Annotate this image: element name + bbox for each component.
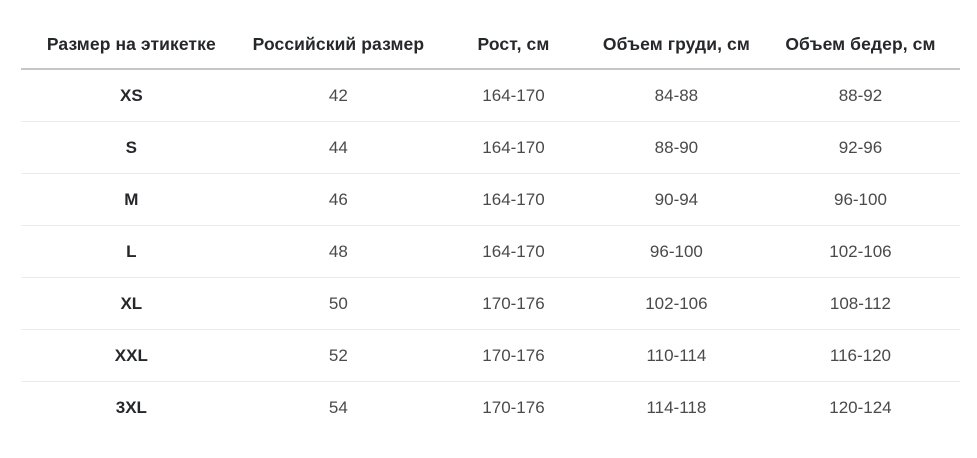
- table-row: 3XL 54 170-176 114-118 120-124: [21, 382, 960, 434]
- russian-size-cell: 50: [241, 277, 436, 330]
- table-row: XXL 52 170-176 110-114 116-120: [21, 329, 960, 382]
- hips-cell: 92-96: [760, 121, 960, 174]
- column-header-height: Рост, см: [435, 20, 592, 70]
- column-header-chest: Объем груди, см: [591, 20, 761, 70]
- column-header-russian-size: Российский размер: [241, 20, 436, 70]
- chest-cell: 114-118: [646, 397, 707, 417]
- size-label-cell: L: [21, 225, 242, 278]
- column-header-size-label: Размер на этикетке: [21, 20, 242, 70]
- russian-size-cell: 48: [241, 225, 436, 278]
- chest-cell: 110-114: [591, 329, 761, 382]
- height-cell: 164-170: [435, 225, 592, 278]
- hips-cell: 88-92: [760, 69, 960, 122]
- chest-cell: 102-106: [591, 277, 761, 330]
- chest-cell: 84-88: [591, 69, 761, 122]
- size-label-cell: XXL: [21, 329, 242, 382]
- size-chart-table: Размер на этикетке Российский размер Рос…: [21, 20, 960, 433]
- size-label-cell: M: [21, 173, 242, 226]
- hips-cell: 96-100: [760, 173, 960, 226]
- table-body: XS 42 164-170 84-88 88-92 S 44 164-170 8…: [21, 69, 960, 433]
- height-cell: 164-170: [435, 121, 592, 174]
- russian-size-cell: 46: [241, 173, 436, 226]
- table-row: L 48 164-170 96-100 102-106: [21, 225, 960, 278]
- height-cell: 164-170: [435, 173, 592, 226]
- hips-cell: 108-112: [760, 277, 960, 330]
- table-row: S 44 164-170 88-90 92-96: [21, 121, 960, 174]
- hips-cell: 116-120: [760, 329, 960, 382]
- russian-size-cell: 52: [241, 329, 436, 382]
- hips-cell: 102-106: [760, 225, 960, 278]
- hips-cell: 120-124: [829, 397, 892, 417]
- russian-size-cell: 42: [241, 69, 436, 122]
- table-row: XS 42 164-170 84-88 88-92: [21, 69, 960, 122]
- column-header-hips: Объем бедер, см: [760, 20, 960, 70]
- height-cell: 170-176: [482, 397, 545, 417]
- height-cell: 170-176: [435, 277, 592, 330]
- chest-cell: 88-90: [591, 121, 761, 174]
- size-label-cell: XS: [21, 69, 242, 122]
- height-cell: 164-170: [435, 69, 592, 122]
- chest-cell: 90-94: [591, 173, 761, 226]
- table-row: M 46 164-170 90-94 96-100: [21, 173, 960, 226]
- size-label-cell: XL: [21, 277, 242, 330]
- table-row: XL 50 170-176 102-106 108-112: [21, 277, 960, 330]
- russian-size-cell: 54: [328, 397, 348, 417]
- size-label-cell: S: [21, 121, 242, 174]
- russian-size-cell: 44: [241, 121, 436, 174]
- height-cell: 170-176: [435, 329, 592, 382]
- size-label-cell: 3XL: [115, 397, 147, 417]
- chest-cell: 96-100: [591, 225, 761, 278]
- header-row: Размер на этикетке Российский размер Рос…: [21, 20, 960, 70]
